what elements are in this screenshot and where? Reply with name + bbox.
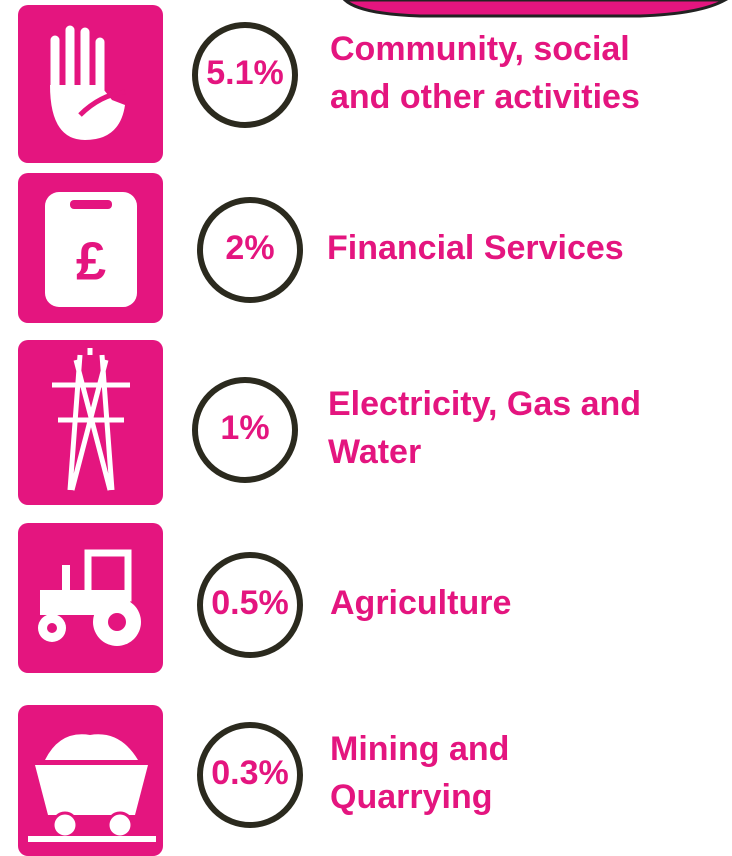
value-circle [197,722,303,828]
icon-electricity [18,340,163,505]
icon-community [18,5,163,163]
banner-fragment [342,0,729,18]
svg-text:£: £ [76,231,106,291]
value-text: 0.3% [211,754,289,792]
value-circle [192,22,298,128]
value-text: 5.1% [206,54,284,92]
value-circle [197,197,303,303]
label-line: Quarrying [330,778,492,816]
label-line: Financial Services [327,229,624,267]
value-circle [192,377,298,483]
label-line: Agriculture [330,584,511,622]
label-line: Water [328,433,421,471]
label-line: Mining and [330,730,509,768]
value-text: 0.5% [211,584,289,622]
value-text: 1% [220,409,269,447]
label-line: Community, social [330,30,630,68]
icon-financial: £ [18,173,163,323]
label-line: and other activities [330,78,640,116]
label-line: Electricity, Gas and [328,385,641,423]
icon-mining [18,705,163,856]
icon-agriculture [18,523,163,673]
value-circle [197,552,303,658]
value-text: 2% [225,229,274,267]
